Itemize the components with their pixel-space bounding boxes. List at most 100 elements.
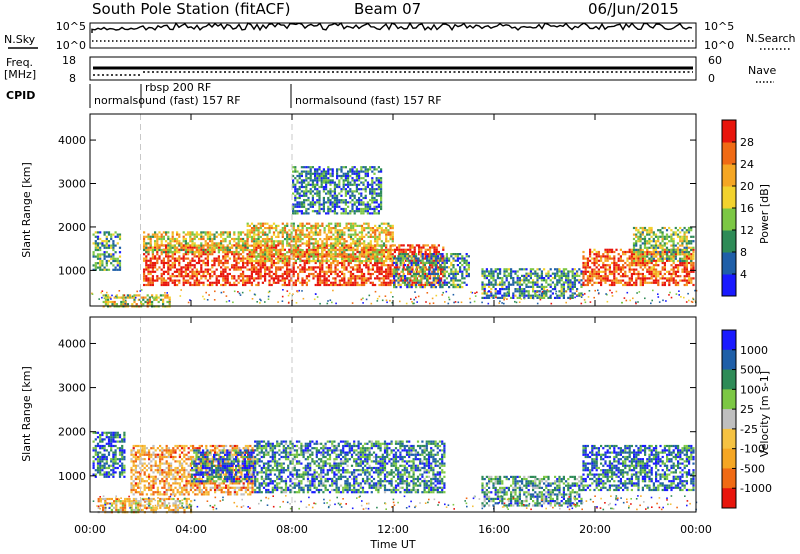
data-cell-power	[685, 237, 688, 241]
data-cell-power	[283, 224, 287, 227]
data-cell-power	[492, 272, 495, 275]
data-cell-power	[332, 281, 335, 284]
data-cell-power	[365, 222, 368, 225]
data-cell-power	[333, 181, 336, 184]
data-cell-power	[351, 192, 354, 195]
data-cell-power	[294, 231, 298, 234]
data-cell-power	[385, 235, 388, 238]
data-cell-power	[94, 244, 97, 247]
data-cell-power	[288, 270, 291, 273]
data-cell-power	[608, 272, 611, 276]
data-cell-power	[145, 248, 148, 251]
data-cell-power	[314, 261, 317, 265]
data-cell-power	[565, 279, 568, 282]
data-cell-power	[167, 277, 170, 280]
data-cell-power	[344, 172, 347, 175]
data-cell-power	[334, 244, 337, 247]
data-cell-power	[323, 279, 326, 282]
data-cell-power	[358, 177, 361, 180]
data-cell-power	[641, 275, 644, 278]
data-cell-power	[248, 275, 251, 278]
data-cell-power	[661, 246, 664, 249]
data-cell-power	[191, 251, 194, 254]
data-cell-power	[432, 268, 435, 271]
data-cell-power	[602, 253, 605, 256]
data-cell-power	[105, 235, 108, 238]
data-cell-power	[608, 255, 611, 258]
data-cell-power	[485, 283, 488, 286]
data-cell-power	[277, 240, 280, 243]
data-cell-power	[353, 183, 356, 186]
data-cell-power	[334, 257, 337, 260]
data-cell-power	[110, 237, 113, 241]
data-cell-power	[376, 251, 379, 254]
data-cell-power	[312, 246, 315, 249]
data-cell-power	[360, 275, 363, 278]
data-cell-power	[402, 264, 405, 267]
data-cell-power	[239, 275, 242, 278]
data-cell-power	[571, 285, 574, 288]
data-cell-power	[193, 235, 196, 238]
data-cell-power	[286, 255, 289, 258]
data-cell-power	[187, 231, 190, 234]
data-cell-power	[327, 170, 330, 173]
data-cell-power	[305, 227, 309, 230]
data-cell-power	[641, 272, 644, 276]
data-cell-power	[646, 229, 649, 232]
data-cell-power	[202, 275, 205, 278]
data-cell-power	[255, 242, 258, 245]
data-cell-power	[349, 190, 352, 193]
data-cell-power	[171, 235, 174, 238]
data-cell-power	[639, 231, 642, 234]
data-cell-power	[182, 281, 185, 284]
data-cell-power	[347, 205, 350, 208]
data-cell-power	[156, 237, 159, 241]
data-cell-power	[431, 244, 434, 247]
data-cell-power	[378, 250, 381, 254]
data-cell-power	[255, 268, 258, 271]
data-cell-power	[211, 250, 214, 254]
data-cell-power	[443, 257, 446, 260]
data-cell-power	[343, 272, 346, 276]
data-cell-power	[672, 246, 675, 249]
data-cell-power	[242, 270, 245, 273]
data-cell-power	[351, 199, 354, 202]
data-cell-power	[162, 270, 165, 273]
data-cell-power	[112, 233, 115, 236]
data-cell-power	[275, 246, 278, 249]
data-cell-power	[367, 222, 370, 225]
data-cell-power	[318, 190, 321, 193]
data-cell-power	[202, 244, 205, 247]
data-cell-power	[176, 240, 179, 243]
data-cell-power	[382, 279, 385, 282]
data-cell-power	[319, 246, 322, 249]
data-cell-power	[334, 229, 337, 232]
data-cell-power	[685, 253, 688, 256]
data-cell-power	[336, 212, 339, 215]
data-cell-power	[148, 296, 151, 299]
data-cell-power	[410, 257, 413, 260]
data-cell-power	[171, 237, 174, 241]
data-cell-power	[187, 272, 190, 276]
data-cell-power	[153, 296, 156, 299]
data-cell-power	[255, 238, 258, 241]
data-cell-power	[257, 244, 260, 247]
data-cell-power	[318, 210, 321, 213]
data-cell-power	[409, 279, 412, 282]
data-cell-power	[415, 286, 418, 289]
data-cell-power	[560, 288, 563, 291]
data-cell-power	[340, 201, 343, 204]
data-cell-power	[619, 279, 622, 282]
data-cell-power	[259, 235, 262, 238]
data-cell-power	[272, 255, 275, 258]
data-cell-power	[149, 266, 152, 269]
data-cell-power	[637, 257, 640, 260]
data-cell-power	[543, 288, 546, 291]
data-cell-power	[327, 166, 330, 169]
data-cell-power	[112, 244, 115, 247]
data-cell-power	[402, 244, 405, 247]
data-cell-power	[382, 222, 386, 225]
data-cell-power	[490, 272, 493, 275]
data-cell-power	[200, 237, 203, 241]
data-cell-power	[300, 179, 303, 182]
